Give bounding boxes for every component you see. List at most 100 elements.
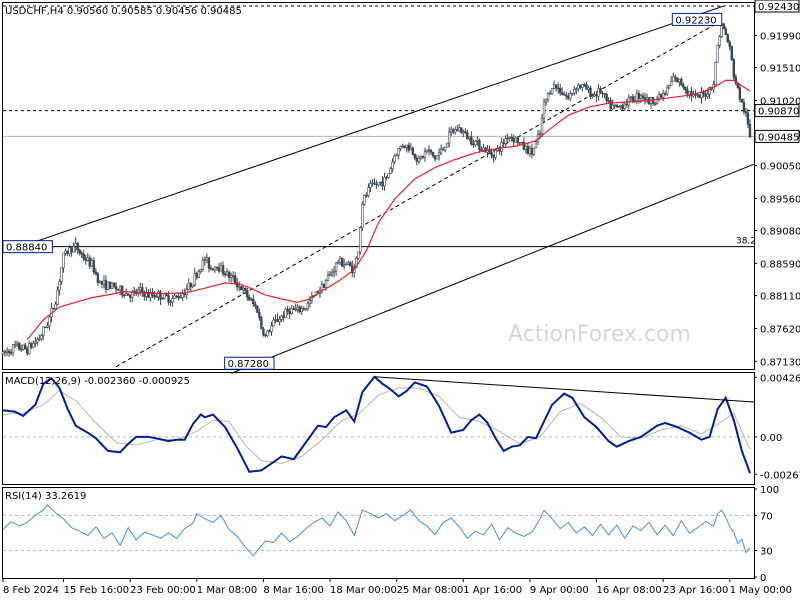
candle-body bbox=[433, 155, 437, 160]
candle-body bbox=[78, 249, 81, 254]
macd-tick-label: -0.002675 bbox=[760, 470, 800, 481]
candle-body bbox=[151, 292, 154, 296]
time-tick-label: 9 Apr 00:00 bbox=[530, 585, 589, 596]
candle-body bbox=[244, 287, 247, 291]
candle-body bbox=[734, 76, 738, 84]
candle-body bbox=[106, 281, 110, 290]
candle-body bbox=[637, 93, 641, 99]
candle-body bbox=[179, 297, 182, 299]
candle-body bbox=[599, 88, 602, 94]
candle-body bbox=[518, 142, 522, 144]
candle-body bbox=[674, 76, 677, 79]
candle-body bbox=[611, 104, 614, 110]
candle-body bbox=[169, 301, 172, 303]
candle-body bbox=[211, 268, 215, 271]
candle-body bbox=[112, 282, 116, 287]
current-price-tag: 0.90485 bbox=[758, 132, 799, 143]
candle-body bbox=[668, 85, 671, 89]
candle-body bbox=[26, 348, 29, 354]
price-tick-label: 0.88110 bbox=[760, 292, 800, 303]
time-tick-label: 15 Feb 16:00 bbox=[64, 585, 130, 596]
candle-body bbox=[139, 287, 142, 291]
candle-body bbox=[338, 257, 342, 263]
candle-body bbox=[373, 182, 376, 185]
candle-body bbox=[110, 282, 114, 289]
candle-body bbox=[504, 138, 507, 144]
candle-body bbox=[1, 351, 5, 355]
rsi-tick-label: 30 bbox=[760, 547, 773, 558]
macd-axis: 0.004263 0.00 -0.002675 bbox=[754, 373, 800, 481]
candle-body bbox=[670, 81, 673, 86]
candle-body bbox=[334, 262, 338, 272]
candle-body bbox=[371, 182, 374, 185]
macd-trendline bbox=[374, 376, 755, 403]
candle-body bbox=[565, 94, 568, 97]
macd-signal-line bbox=[2, 387, 751, 464]
candle-body bbox=[631, 96, 635, 102]
candle-body bbox=[32, 343, 35, 348]
candle-body bbox=[284, 308, 287, 318]
time-tick-label: 16 Apr 08:00 bbox=[597, 585, 662, 596]
candle-body bbox=[490, 151, 493, 156]
candle-body bbox=[540, 118, 544, 135]
channel-lower-line bbox=[230, 163, 755, 374]
candle-body bbox=[3, 351, 7, 353]
candle-body bbox=[42, 326, 45, 336]
candle-body bbox=[407, 144, 410, 151]
candle-body bbox=[238, 285, 241, 288]
candle-body bbox=[357, 251, 360, 259]
candle-body bbox=[44, 326, 47, 329]
candle-body bbox=[383, 176, 386, 187]
candle-body bbox=[48, 316, 51, 327]
candle-body bbox=[344, 263, 348, 266]
rsi-tick-label: 100 bbox=[760, 485, 779, 496]
candle-body bbox=[645, 97, 649, 100]
candle-body bbox=[120, 285, 124, 296]
candle-body bbox=[34, 341, 37, 344]
macd-line bbox=[2, 375, 751, 474]
candle-body bbox=[252, 298, 255, 305]
candle-body bbox=[72, 246, 75, 253]
candle-body bbox=[231, 275, 235, 277]
candle-body bbox=[167, 295, 170, 303]
candle-body bbox=[577, 84, 580, 90]
candle-body bbox=[554, 84, 558, 89]
rsi-axis: 100 70 30 0 bbox=[754, 485, 779, 584]
candle-body bbox=[716, 45, 719, 63]
candle-body bbox=[603, 93, 606, 95]
candle-body bbox=[591, 95, 594, 98]
time-axis: 8 Feb 2024 15 Feb 16:00 23 Feb 00:00 1 Mar … bbox=[2, 578, 792, 596]
candle-body bbox=[425, 149, 429, 152]
candle-body bbox=[534, 141, 538, 149]
candle-body bbox=[563, 94, 566, 96]
candle-body bbox=[663, 93, 667, 95]
candle-body bbox=[684, 87, 687, 91]
candle-body bbox=[437, 152, 441, 156]
candle-body bbox=[698, 94, 701, 99]
candle-body bbox=[223, 273, 227, 276]
candle-body bbox=[411, 147, 415, 155]
candle-body bbox=[183, 293, 186, 295]
candle-body bbox=[688, 91, 691, 95]
candle-body bbox=[403, 145, 406, 148]
candle-body bbox=[742, 101, 746, 112]
level-tag-box-1 bbox=[754, 104, 800, 118]
candle-body bbox=[548, 93, 552, 95]
candle-body bbox=[573, 89, 576, 94]
candle-body bbox=[730, 46, 733, 60]
candle-body bbox=[155, 296, 158, 298]
price-tick-label: 0.87620 bbox=[760, 324, 800, 335]
candle-body bbox=[324, 280, 328, 288]
candle-body bbox=[30, 343, 33, 348]
candle-body bbox=[118, 285, 122, 291]
candle-body bbox=[131, 292, 134, 298]
candle-body bbox=[272, 319, 275, 327]
candle-body bbox=[141, 287, 144, 293]
candle-body bbox=[322, 283, 326, 288]
candle-body bbox=[524, 146, 528, 150]
time-tick-label: 25 Mar 08:00 bbox=[397, 585, 464, 596]
candle-body bbox=[581, 84, 584, 88]
candle-body bbox=[472, 143, 475, 146]
candle-body bbox=[526, 146, 530, 154]
